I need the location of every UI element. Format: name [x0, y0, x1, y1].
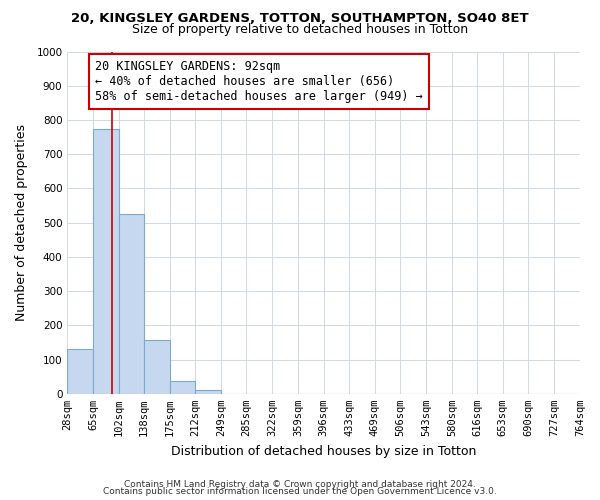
X-axis label: Distribution of detached houses by size in Totton: Distribution of detached houses by size … [171, 444, 476, 458]
Bar [170, 381, 196, 394]
Text: 20 KINGSLEY GARDENS: 92sqm
← 40% of detached houses are smaller (656)
58% of sem: 20 KINGSLEY GARDENS: 92sqm ← 40% of deta… [95, 60, 423, 103]
Bar [119, 214, 144, 394]
Bar [93, 128, 119, 394]
Bar [67, 350, 93, 394]
Bar [196, 390, 221, 394]
Bar [144, 340, 170, 394]
Text: Size of property relative to detached houses in Totton: Size of property relative to detached ho… [132, 24, 468, 36]
Text: Contains public sector information licensed under the Open Government Licence v3: Contains public sector information licen… [103, 487, 497, 496]
Y-axis label: Number of detached properties: Number of detached properties [15, 124, 28, 321]
Text: Contains HM Land Registry data © Crown copyright and database right 2024.: Contains HM Land Registry data © Crown c… [124, 480, 476, 489]
Text: 20, KINGSLEY GARDENS, TOTTON, SOUTHAMPTON, SO40 8ET: 20, KINGSLEY GARDENS, TOTTON, SOUTHAMPTO… [71, 12, 529, 26]
